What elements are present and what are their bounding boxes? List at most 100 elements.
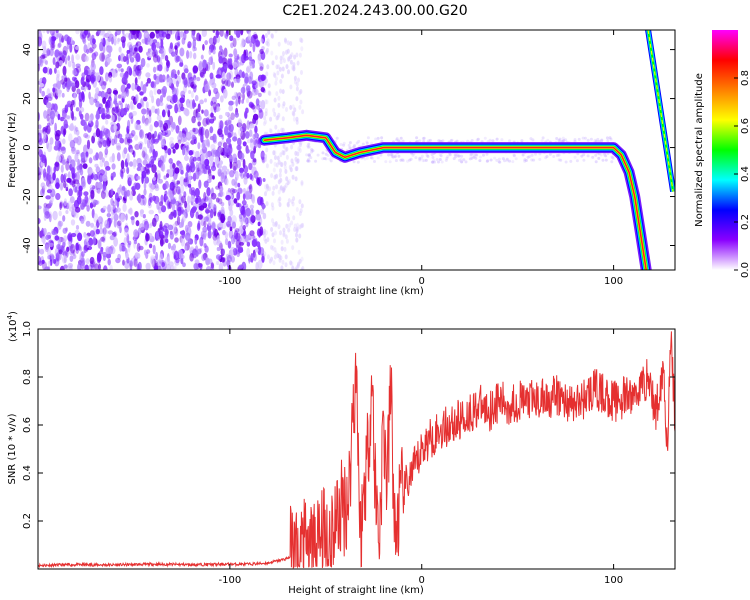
heatmap-cell	[99, 250, 104, 255]
heatmap-cell	[224, 145, 230, 153]
heatmap-cell	[233, 48, 238, 57]
heatmap-cell	[237, 118, 243, 128]
heatmap-cell	[202, 117, 208, 127]
heatmap-cell	[242, 187, 246, 194]
heatmap-cell	[274, 30, 278, 34]
heatmap-cell	[142, 196, 147, 206]
heatmap-cell	[242, 225, 246, 230]
heatmap-cell	[244, 205, 249, 212]
heatmap-cell	[255, 104, 261, 110]
heatmap-cell	[126, 166, 130, 175]
heatmap-cell	[75, 63, 81, 68]
heatmap-cell	[185, 141, 190, 147]
heatmap-cell	[249, 230, 255, 237]
heatmap-cell	[397, 139, 401, 143]
heatmap-cell	[86, 241, 90, 248]
heatmap-cell	[95, 152, 99, 161]
heatmap-cell	[96, 172, 100, 180]
heatmap-cell	[63, 128, 67, 136]
heatmap-cell	[270, 202, 274, 208]
heatmap-cell	[148, 243, 153, 249]
heatmap-cell	[192, 65, 198, 75]
heatmap-cell	[105, 119, 109, 125]
heatmap-cell	[252, 119, 256, 124]
heatmap-cell	[189, 252, 194, 262]
heatmap-cell	[148, 197, 152, 207]
heatmap-cell	[205, 266, 212, 270]
heatmap-cell	[88, 47, 94, 54]
heatmap-cell	[431, 160, 435, 164]
spectrogram-signal-trace	[258, 30, 675, 270]
heatmap-cell	[94, 92, 99, 103]
heatmap-cell	[266, 64, 270, 70]
heatmap-cell	[244, 72, 249, 83]
heatmap-cell	[283, 246, 287, 252]
heatmap-cell	[272, 167, 276, 173]
heatmap-cell	[120, 102, 123, 109]
heatmap-cell	[470, 156, 474, 160]
heatmap-cell	[249, 103, 254, 109]
heatmap-cell	[232, 37, 237, 48]
heatmap-cell	[286, 212, 290, 218]
heatmap-cell	[418, 139, 422, 143]
heatmap-cell	[74, 152, 79, 163]
heatmap-cell	[166, 173, 170, 178]
heatmap-cell	[132, 158, 137, 168]
heatmap-cell	[184, 208, 188, 219]
heatmap-cell	[260, 38, 264, 44]
heatmap-cell	[373, 160, 376, 163]
heatmap-cell	[200, 133, 204, 143]
heatmap-cell	[160, 205, 167, 213]
heatmap-cell	[460, 160, 464, 164]
heatmap-cell	[265, 163, 269, 169]
heatmap-cell	[115, 30, 122, 36]
heatmap-cell	[116, 63, 123, 69]
heatmap-cell	[62, 65, 67, 76]
heatmap-cell	[500, 138, 504, 142]
heatmap-cell	[135, 124, 142, 131]
heatmap-cell	[425, 153, 429, 157]
heatmap-cell	[66, 39, 70, 50]
heatmap-cell	[478, 155, 482, 159]
heatmap-cell	[298, 104, 302, 110]
heatmap-cell	[209, 208, 214, 219]
heatmap-cell	[277, 189, 281, 195]
heatmap-cell	[86, 32, 92, 42]
heatmap-cell	[134, 66, 140, 76]
heatmap-cell	[168, 158, 173, 164]
heatmap-cell	[102, 174, 108, 182]
heatmap-cell	[605, 136, 609, 140]
heatmap-cell	[118, 223, 122, 231]
heatmap-cell	[218, 185, 224, 193]
spectrogram-frame	[37, 29, 676, 271]
heatmap-cell	[204, 158, 210, 167]
heatmap-cell	[88, 157, 93, 164]
heatmap-cell	[175, 204, 180, 212]
heatmap-cell	[46, 48, 51, 57]
heatmap-cell	[282, 58, 286, 64]
heatmap-cell	[140, 194, 145, 199]
heatmap-cell	[54, 49, 60, 58]
heatmap-cell	[489, 158, 493, 162]
heatmap-cell	[252, 158, 257, 163]
heatmap-cell	[148, 182, 152, 188]
heatmap-cell	[55, 182, 60, 190]
heatmap-cell	[175, 80, 179, 88]
heatmap-cell	[104, 219, 110, 229]
heatmap-cell	[285, 146, 289, 152]
heatmap-cell	[582, 153, 586, 157]
heatmap-cell	[54, 235, 60, 241]
heatmap-cell	[46, 114, 50, 122]
heatmap-cell	[139, 129, 143, 138]
heatmap-cell	[167, 130, 172, 136]
heatmap-cell	[508, 159, 511, 163]
heatmap-cell	[119, 53, 126, 62]
heatmap-cell	[141, 170, 147, 179]
heatmap-cell	[229, 35, 234, 42]
heatmap-cell	[243, 165, 249, 174]
heatmap-cell	[207, 258, 213, 265]
heatmap-cell	[263, 228, 267, 234]
heatmap-cell	[281, 116, 285, 122]
heatmap-cell	[245, 107, 249, 114]
